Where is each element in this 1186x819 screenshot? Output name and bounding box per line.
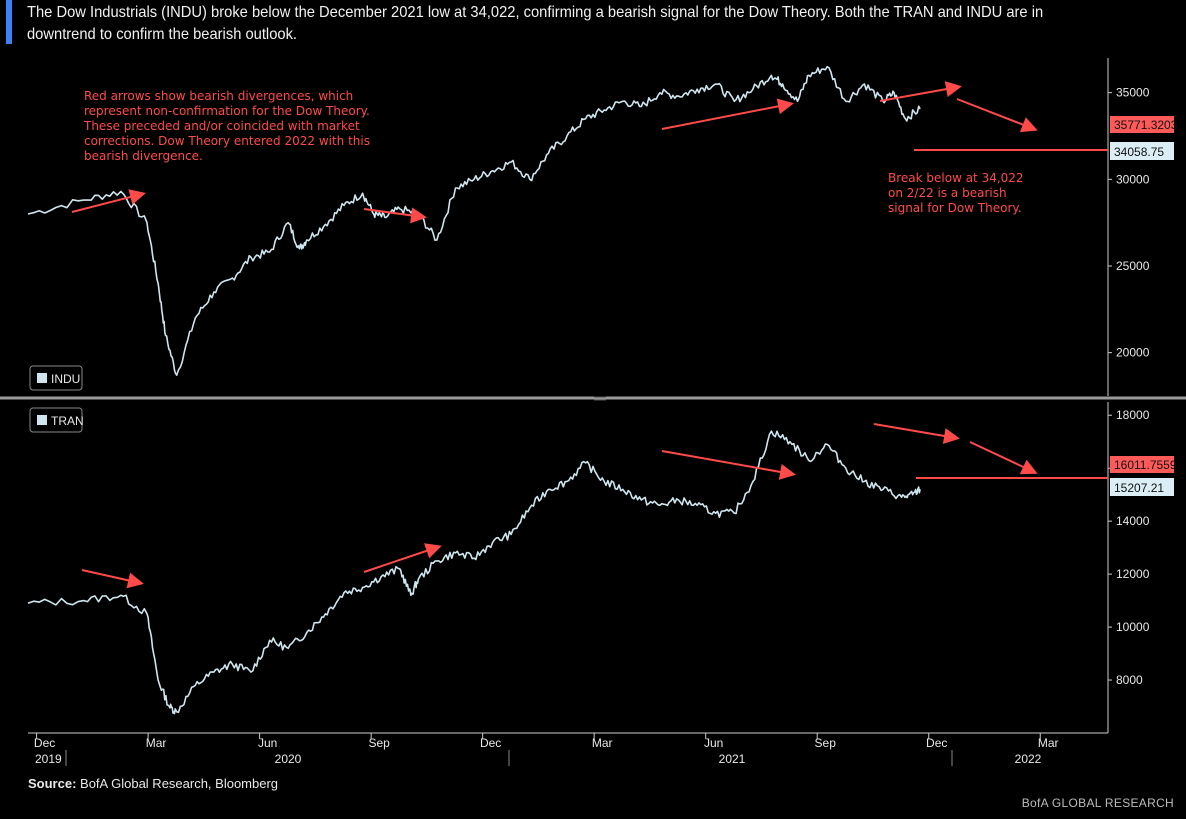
x-month-label: Dec	[926, 736, 947, 750]
indu-annotation-line: Red arrows show bearish divergences, whi…	[84, 89, 353, 103]
divergence-arrow	[661, 450, 796, 480]
indu-last-value-box	[1110, 142, 1174, 160]
indu-legend-swatch	[37, 373, 47, 383]
chart-frame	[0, 58, 1186, 734]
x-year-label: 2021	[719, 752, 746, 766]
break-annotation-line: on 2/22 is a bearish	[888, 186, 1007, 200]
x-month-label: Dec	[34, 736, 55, 750]
tran-y-tick-label: 14000	[1116, 514, 1150, 528]
indu-legend	[29, 365, 83, 391]
indu-annotation-line: These preceded and/or coincided with mar…	[83, 119, 360, 133]
indu-y-tick-label: 20000	[1116, 346, 1150, 360]
tran-y-tick-label: 12000	[1116, 567, 1150, 581]
indu-level-label: 35771.3203	[1114, 118, 1178, 132]
x-month-label: Jun	[704, 736, 723, 750]
tran-last-value-label: 15207.21	[1114, 481, 1164, 495]
x-month-label: Jun	[258, 736, 277, 750]
indu-legend-label: INDU	[51, 372, 80, 386]
tran-series-line	[27, 430, 921, 715]
divergence-arrow	[363, 207, 427, 224]
tran-y-tick-label: 8000	[1116, 673, 1143, 687]
indu-y-tick-label: 30000	[1116, 172, 1150, 186]
indu-panel: 20000 25000 30000 35000 35771.3203 34058.75 IN…	[27, 65, 1178, 391]
divergence-arrow	[81, 569, 144, 589]
tran-legend-label: TRAN	[51, 414, 84, 428]
x-month-label: Mar	[146, 736, 167, 750]
indu-level-box	[1110, 116, 1174, 133]
headline: The Dow Industrials (INDU) broke below t…	[27, 4, 1044, 43]
tran-y-tick-label: 10000	[1116, 620, 1150, 634]
tran-panel: 8000100001200014000160001800016011.75591…	[27, 407, 1177, 715]
divergence-arrow	[969, 441, 1038, 475]
x-month-label: Mar	[592, 736, 613, 750]
indu-annotation-line: represent non-confirmation for the Dow T…	[84, 104, 370, 118]
brand-footer: BofA GLOBAL RESEARCH	[1021, 796, 1174, 810]
tran-y-tick-label: 18000	[1116, 408, 1150, 422]
divergence-arrow	[661, 98, 794, 130]
x-axis: Dec Mar Jun Sep Dec Mar Jun Sep Dec Mar 2019 2020 20…	[34, 733, 1059, 766]
divergence-arrow	[71, 189, 146, 213]
divergence-arrow	[879, 81, 962, 102]
divergence-arrow	[363, 543, 442, 573]
x-month-label: Sep	[368, 736, 390, 750]
tran-level-box	[1110, 456, 1174, 473]
break-annotation-line: signal for Dow Theory.	[888, 201, 1022, 215]
break-annotation-line: Break below at 34,022	[888, 171, 1024, 185]
indu-y-tick-label: 35000	[1116, 86, 1150, 100]
indu-series-line	[27, 65, 921, 376]
x-month-label: Dec	[480, 736, 501, 750]
x-year-label: 2022	[1015, 752, 1042, 766]
divergence-arrow	[873, 423, 960, 444]
tran-legend	[29, 407, 83, 433]
source-line: Source: BofA Global Research, Bloomberg	[28, 776, 278, 791]
x-month-label: Mar	[1038, 736, 1059, 750]
indu-annotation-line: corrections. Dow Theory entered 2022 wit…	[84, 134, 370, 148]
source-label: Source:	[28, 776, 77, 791]
tran-last-value-box	[1110, 478, 1174, 496]
annotations: Red arrows show bearish divergences, whi…	[71, 81, 1038, 589]
indu-last-value-label: 34058.75	[1114, 145, 1164, 159]
indu-annotation-line: bearish divergence.	[84, 149, 203, 163]
divergence-arrow	[956, 98, 1038, 133]
tran-level-label: 16011.7559	[1114, 458, 1177, 472]
source-text: BofA Global Research, Bloomberg	[80, 776, 279, 791]
x-year-label: 2020	[275, 752, 302, 766]
x-month-label: Sep	[815, 736, 837, 750]
tran-legend-swatch	[37, 415, 47, 425]
indu-y-tick-label: 25000	[1116, 259, 1150, 273]
x-year-label: 2019	[35, 752, 62, 766]
headline-accent-bar	[6, 0, 12, 44]
